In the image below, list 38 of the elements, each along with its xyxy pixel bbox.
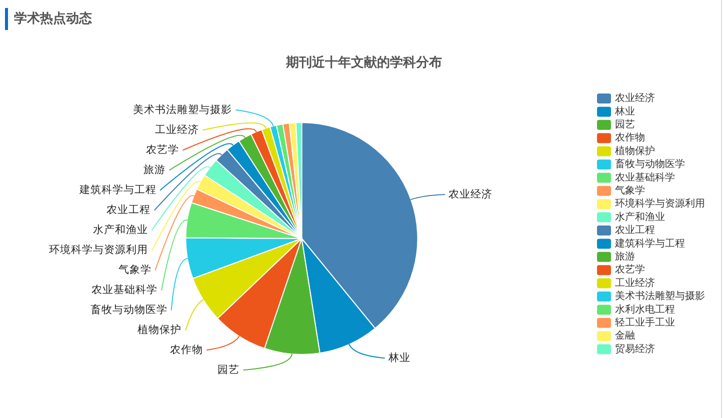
slice-label: 农业工程 [106, 203, 151, 216]
legend-label: 水利水电工程 [615, 303, 675, 316]
legend-label: 气象学 [615, 184, 645, 196]
legend-label: 植物保护 [615, 144, 655, 157]
legend-label: 农业工程 [615, 224, 655, 236]
legend-label: 贸易经济 [615, 342, 655, 355]
slice-label: 建筑科学与工程 [78, 183, 156, 196]
slice-label: 园艺 [218, 363, 240, 376]
chart-title: 期刊近十年文献的学科分布 [285, 54, 442, 70]
slice-label: 农艺学 [146, 143, 180, 156]
slice-label: 农业经济 [448, 188, 493, 201]
slice-label: 水产和渔业 [92, 223, 148, 236]
legend-label: 农艺学 [615, 264, 645, 276]
legend-label: 林业 [614, 105, 635, 118]
legend-label: 轻工业手工业 [615, 316, 675, 328]
slice-label: 农业基础科学 [92, 283, 158, 296]
legend-label: 农业经济 [615, 92, 655, 104]
legend-label: 建筑科学与工程 [614, 237, 685, 250]
slice-label: 美术书法雕塑与摄影 [133, 103, 232, 116]
slice-label: 植物保护 [138, 323, 182, 336]
legend-label: 金融 [615, 330, 635, 342]
legend-label: 旅游 [615, 250, 635, 262]
slice-label: 畜牧与动物医学 [90, 303, 168, 316]
slice-label: 气象学 [118, 264, 152, 276]
slice-label: 农作物 [170, 344, 204, 356]
text: 学术热点动态 [14, 10, 93, 26]
slice-label: 环境科学与资源利用 [49, 243, 148, 256]
slice-label: 旅游 [144, 163, 166, 176]
legend-label: 美术书法雕塑与摄影 [615, 290, 705, 302]
legend-label: 水产和渔业 [615, 210, 665, 223]
legend-label: 环境科学与资源利用 [615, 198, 705, 210]
slice-label: 林业 [388, 351, 411, 364]
legend-label: 农业基础科学 [615, 171, 675, 184]
legend-label: 工业经济 [615, 276, 655, 289]
legend-label: 农作物 [615, 132, 645, 144]
legend-label: 园艺 [615, 118, 635, 130]
slice-label: 工业经济 [155, 123, 200, 136]
legend-label: 畜牧与动物医学 [615, 158, 685, 170]
